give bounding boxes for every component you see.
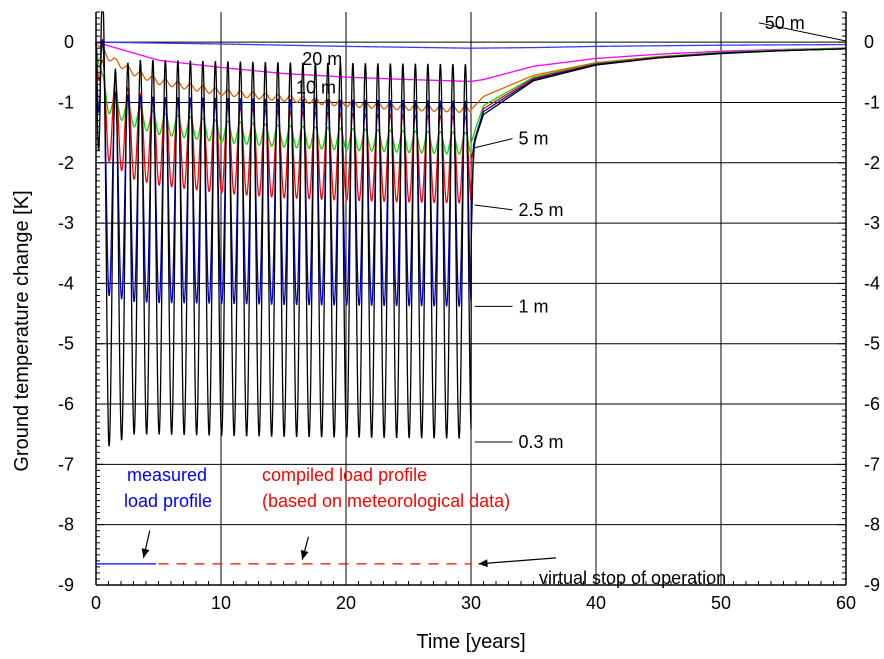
axes xyxy=(95,11,847,586)
series-line xyxy=(95,41,847,49)
y-tick-label-left: 0 xyxy=(64,32,74,52)
y-tick-label-right: -6 xyxy=(864,394,880,414)
series-label: 20 m xyxy=(302,49,342,69)
series-label-leader xyxy=(758,22,847,42)
y-tick-label-right: -4 xyxy=(864,273,880,293)
x-tick-label: 30 xyxy=(461,593,481,613)
series-label: 1 m xyxy=(519,296,549,316)
series-label: 0.3 m xyxy=(519,432,564,452)
virtual-stop-arrow-head xyxy=(478,559,488,568)
x-tick-label: 0 xyxy=(91,593,101,613)
series-lines xyxy=(95,11,847,447)
x-axis-title: Time [years] xyxy=(416,631,525,653)
measured-label-line2: load profile xyxy=(124,491,212,511)
compiled-label-line1: compiled load profile xyxy=(262,465,427,485)
y-tick-label-left: -1 xyxy=(58,92,74,112)
y-tick-label-right: -5 xyxy=(864,334,880,354)
virtual-stop-arrow-shaft xyxy=(478,557,557,565)
x-tick-label: 10 xyxy=(211,593,231,613)
compiled-label: compiled load profile (based on meteorol… xyxy=(262,465,510,511)
y-tick-label-left: -8 xyxy=(58,515,74,535)
compiled-label-line2: (based on meteorological data) xyxy=(262,491,510,511)
x-tick-label: 50 xyxy=(711,593,731,613)
y-tick-label-right: 0 xyxy=(864,32,874,52)
y-tick-label-left: -7 xyxy=(58,454,74,474)
series-label: 10 m xyxy=(296,77,336,97)
measured-arrow-head xyxy=(141,548,150,558)
series-label: 5 m xyxy=(519,129,549,149)
y-tick-label-left: -2 xyxy=(58,153,74,173)
y-axis-title: Ground temperature change [K] xyxy=(11,190,33,471)
tick-labels: 0 10 20 30 40 50 60 0 0 -1 -1 -2 -2 -3 -3 -4 -4 -5 -5 -6 -6 -… xyxy=(58,32,880,613)
y-tick-label-left: -4 xyxy=(58,273,74,293)
y-tick-label-right: -9 xyxy=(864,575,880,595)
measured-label: measured load profile xyxy=(124,465,212,511)
x-tick-label: 60 xyxy=(836,593,856,613)
series-line xyxy=(95,41,847,83)
y-tick-label-right: -7 xyxy=(864,454,880,474)
y-tick-label-right: -2 xyxy=(864,153,880,173)
y-tick-label-left: -9 xyxy=(58,575,74,595)
series-label-leader xyxy=(474,204,513,211)
measured-label-line1: measured xyxy=(127,465,207,485)
x-tick-label: 40 xyxy=(586,593,606,613)
series-label-leader xyxy=(474,138,513,149)
y-tick-label-right: -8 xyxy=(864,515,880,535)
annotations: 50 m 20 m 10 m 5 m 2.5 m 1 m 0.3 m xyxy=(96,13,847,568)
series-label: 2.5 m xyxy=(519,200,564,220)
y-tick-label-left: -6 xyxy=(58,394,74,414)
y-tick-label-left: -5 xyxy=(58,334,74,354)
compiled-arrow-head xyxy=(300,549,309,560)
y-tick-label-left: -3 xyxy=(58,213,74,233)
virtual-stop-label: virtual stop of operation xyxy=(539,568,726,588)
y-tick-label-right: -3 xyxy=(864,213,880,233)
series-line xyxy=(95,11,847,447)
x-tick-label: 20 xyxy=(336,593,356,613)
y-tick-label-right: -1 xyxy=(864,92,880,112)
series-label: 50 m xyxy=(765,13,805,33)
